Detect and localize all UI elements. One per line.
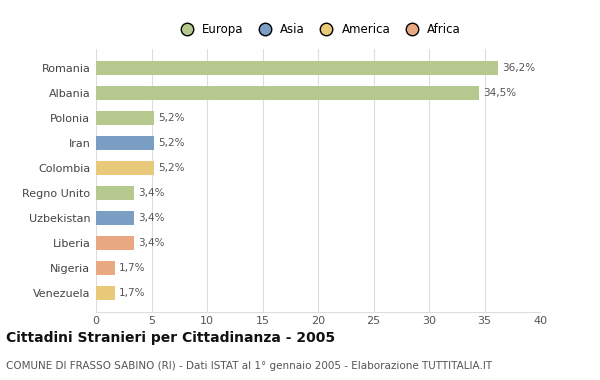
Text: 5,2%: 5,2% — [158, 163, 185, 173]
Bar — [96, 186, 134, 200]
Bar — [96, 136, 154, 150]
Bar — [96, 111, 154, 125]
Text: COMUNE DI FRASSO SABINO (RI) - Dati ISTAT al 1° gennaio 2005 - Elaborazione TUTT: COMUNE DI FRASSO SABINO (RI) - Dati ISTA… — [6, 361, 492, 370]
Text: 1,7%: 1,7% — [119, 288, 146, 298]
Bar — [96, 86, 479, 100]
Legend: Europa, Asia, America, Africa: Europa, Asia, America, Africa — [170, 19, 466, 41]
Text: 34,5%: 34,5% — [484, 88, 517, 98]
Text: 36,2%: 36,2% — [502, 63, 535, 73]
Bar — [96, 61, 498, 75]
Bar — [96, 286, 115, 300]
Text: 1,7%: 1,7% — [119, 263, 146, 273]
Text: 5,2%: 5,2% — [158, 113, 185, 123]
Bar — [96, 261, 115, 275]
Text: 3,4%: 3,4% — [138, 213, 164, 223]
Text: Cittadini Stranieri per Cittadinanza - 2005: Cittadini Stranieri per Cittadinanza - 2… — [6, 331, 335, 345]
Bar — [96, 211, 134, 225]
Text: 3,4%: 3,4% — [138, 188, 164, 198]
Bar — [96, 236, 134, 250]
Text: 3,4%: 3,4% — [138, 238, 164, 248]
Text: 5,2%: 5,2% — [158, 138, 185, 148]
Bar — [96, 161, 154, 175]
